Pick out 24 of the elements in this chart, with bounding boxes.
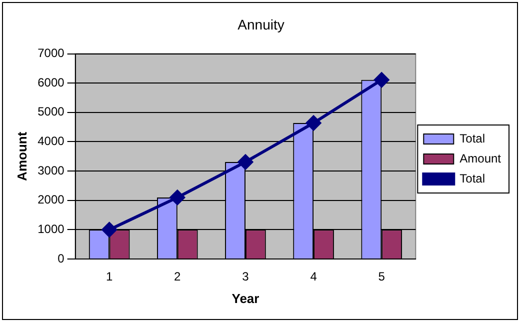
- point: [238, 154, 253, 170]
- y-axis-title: Amount: [14, 131, 30, 181]
- point: [306, 115, 322, 130]
- x-tick-label: 2: [174, 270, 182, 284]
- y-tick-label: 0: [58, 251, 65, 266]
- y-tick-label: 5000: [38, 104, 65, 119]
- chart-title: Annuity: [238, 16, 284, 32]
- x-axis-title: Year: [232, 290, 260, 306]
- y-tick-label: 4000: [38, 134, 65, 148]
- y-tick-label: 1000: [38, 222, 65, 236]
- legend-label: Total: [460, 131, 486, 146]
- point: [102, 222, 117, 238]
- x-tick-label: 5: [378, 270, 386, 284]
- x-tick-label: 1: [106, 270, 113, 284]
- y-tick-label: 6000: [38, 75, 65, 90]
- x-tick-label: 3: [242, 270, 250, 284]
- point: [374, 72, 390, 88]
- legend-label: Amount: [460, 151, 502, 166]
- y-tick-label: 3000: [38, 163, 65, 178]
- x-tick-label: 4: [310, 270, 318, 284]
- y-tick-label: 7000: [38, 46, 65, 60]
- y-tick-label: 2000: [38, 192, 65, 207]
- legend-label: Total: [460, 171, 486, 186]
- point: [170, 190, 185, 205]
